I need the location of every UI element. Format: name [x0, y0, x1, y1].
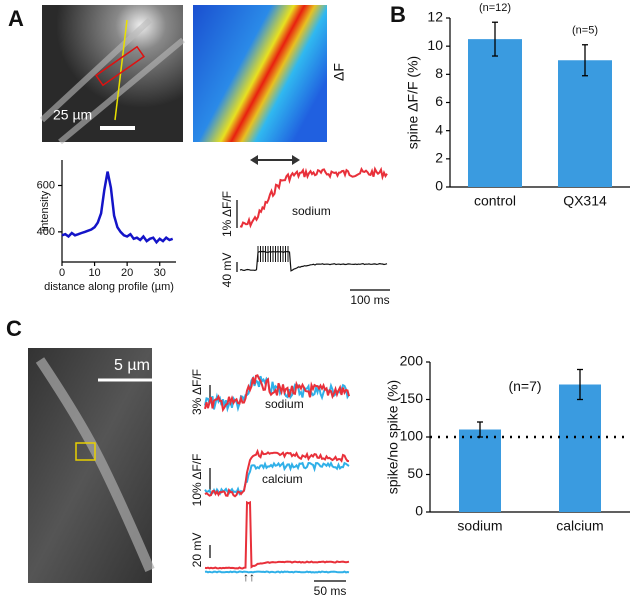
- y-tick-label: 6: [435, 93, 443, 109]
- y-axis-label: intensity: [39, 190, 51, 231]
- scale-label: 40 mV: [220, 253, 234, 288]
- profile-line: [61, 171, 174, 245]
- y-axis-label: spike/no spike (%): [385, 380, 401, 494]
- x-tick-label: sodium: [457, 518, 502, 534]
- y-axis-label: spine ΔF/F (%): [405, 56, 421, 149]
- trace-label: sodium: [292, 204, 331, 218]
- y-tick-label: 100: [400, 428, 424, 444]
- x-tick-label: 30: [154, 267, 166, 279]
- trace: [204, 374, 350, 413]
- profile-line: [114, 19, 128, 121]
- scale-label: 1% ΔF/F: [220, 191, 234, 237]
- x-tick-label: calcium: [556, 518, 603, 534]
- scale-label: 20 mV: [190, 533, 204, 568]
- trace: [204, 570, 350, 574]
- trace: [239, 250, 388, 272]
- x-tick-label: 10: [88, 267, 100, 279]
- scale-label: 50 ms: [314, 584, 347, 598]
- panel-label: C: [6, 316, 22, 341]
- traces: [204, 166, 388, 574]
- y-tick-label: 10: [427, 37, 443, 53]
- y-tick-label: 50: [407, 465, 423, 481]
- colorbar-label: ΔF: [331, 63, 347, 81]
- dendrite: [39, 17, 185, 145]
- roi: [75, 442, 96, 461]
- y-tick-label: 150: [400, 390, 424, 406]
- panel-label: B: [390, 2, 406, 27]
- scale-label: 25 µm: [53, 107, 92, 123]
- trace-label: sodium: [265, 397, 304, 411]
- x-tick-label: QX314: [563, 193, 607, 209]
- x-tick-label: control: [474, 193, 516, 209]
- y-tick-label: 200: [400, 353, 424, 369]
- y-tick-label: 400: [37, 226, 55, 238]
- x-tick-label: 20: [121, 267, 133, 279]
- x-tick-label: 0: [59, 267, 65, 279]
- bar: [559, 384, 601, 512]
- bar: [558, 60, 612, 187]
- scale-label: 100 ms: [350, 293, 389, 307]
- y-tick-label: 8: [435, 65, 443, 81]
- panel-label: A: [8, 6, 24, 31]
- scale-label: 10% ΔF/F: [190, 454, 204, 507]
- n-label: (n=7): [508, 378, 541, 394]
- y-tick-label: 0: [415, 503, 423, 519]
- y-tick-label: 0: [435, 178, 443, 194]
- y-tick-label: 4: [435, 121, 443, 137]
- bar: [459, 429, 501, 512]
- y-tick-label: 12: [427, 9, 443, 25]
- trace: [204, 500, 350, 570]
- dendrite-image: [42, 5, 183, 142]
- scale-label: 3% ΔF/F: [190, 369, 204, 415]
- bar: [468, 39, 522, 187]
- x-axis-label: distance along profile (µm): [44, 281, 174, 293]
- trace-label: calcium: [262, 472, 303, 486]
- roi: [95, 45, 145, 87]
- scale-label: 5 µm: [114, 357, 150, 374]
- stimulus-arrows: ↑↑: [243, 570, 255, 584]
- y-tick-label: 2: [435, 150, 443, 166]
- trace: [204, 448, 350, 498]
- heatmap-image: [193, 5, 327, 142]
- dendrite: [35, 357, 155, 572]
- dendrite-image: [28, 348, 152, 583]
- n-label: (n=5): [572, 25, 598, 37]
- trace: [239, 166, 388, 229]
- y-tick-label: 600: [37, 179, 55, 191]
- n-label: (n=12): [479, 2, 511, 14]
